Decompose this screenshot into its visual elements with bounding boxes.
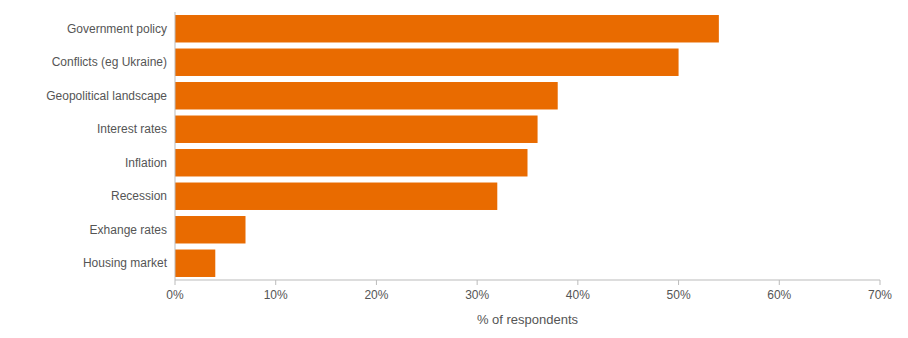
bars — [175, 15, 719, 277]
x-tick-label: 40% — [566, 288, 590, 302]
bar — [175, 82, 558, 109]
y-tick-label: Housing market — [83, 256, 168, 270]
y-tick-label: Geopolitical landscape — [46, 89, 167, 103]
x-tick — [678, 280, 679, 285]
x-tick-label: 60% — [767, 288, 791, 302]
chart-container: 0% 10% 20% 30% 40% 50% 60% 70% Housing market Exh… — [0, 0, 908, 338]
chart: 0% 10% 20% 30% 40% 50% 60% 70% Housing market Exh… — [0, 0, 908, 338]
x-tick — [779, 280, 780, 285]
y-tick-label: Inflation — [125, 156, 167, 170]
bar — [175, 216, 246, 243]
axes: 0% 10% 20% 30% 40% 50% 60% 70% Housing market Exh… — [46, 12, 892, 302]
x-tick-label: 20% — [364, 288, 388, 302]
y-tick-label: Interest rates — [97, 122, 167, 136]
x-tick-label: 70% — [868, 288, 892, 302]
bar — [175, 15, 719, 42]
x-tick — [175, 280, 176, 285]
x-axis-line — [175, 280, 880, 281]
y-tick-label: Government policy — [67, 22, 167, 36]
x-tick — [275, 280, 276, 285]
bar — [175, 250, 215, 277]
x-tick-label: 30% — [465, 288, 489, 302]
x-tick-label: 50% — [667, 288, 691, 302]
bar — [175, 116, 538, 143]
bar — [175, 183, 497, 210]
x-tick — [477, 280, 478, 285]
y-tick-label: Exhange rates — [90, 223, 167, 237]
x-tick — [577, 280, 578, 285]
x-tick-label: 0% — [166, 288, 184, 302]
y-axis-line — [175, 12, 176, 280]
y-tick-label: Conflicts (eg Ukraine) — [52, 55, 167, 69]
x-axis-label: % of respondents — [477, 312, 579, 327]
x-tick — [376, 280, 377, 285]
bar — [175, 49, 679, 76]
bar — [175, 149, 528, 176]
y-tick-label: Recession — [111, 189, 167, 203]
x-tick — [880, 280, 881, 285]
x-tick-label: 10% — [264, 288, 288, 302]
